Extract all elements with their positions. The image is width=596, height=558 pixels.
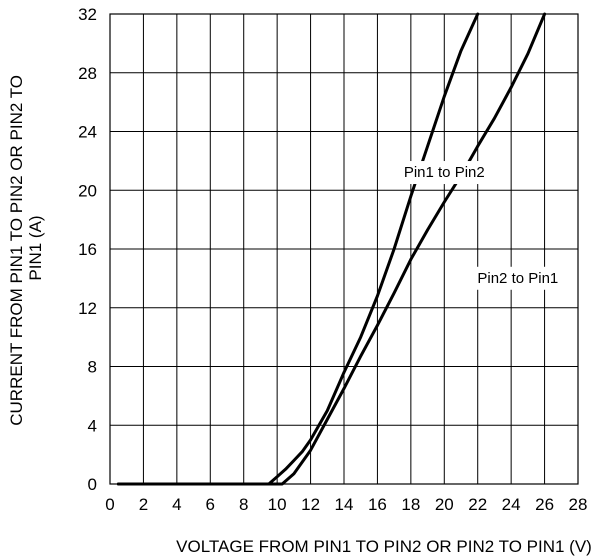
series-layer bbox=[116, 12, 547, 486]
x-tick-label: 14 bbox=[335, 495, 354, 514]
x-tick-label: 8 bbox=[239, 495, 248, 514]
y-tick-label: 20 bbox=[78, 181, 97, 200]
y-axis-title-line-2: PIN1 (A) bbox=[26, 215, 45, 280]
y-tick-label: 12 bbox=[78, 299, 97, 318]
x-tick-label: 16 bbox=[368, 495, 387, 514]
y-tick-label: 4 bbox=[88, 416, 97, 435]
annotation-1: Pin1 to Pin2 bbox=[404, 164, 485, 181]
x-tick-label: 0 bbox=[105, 495, 114, 514]
y-tick-label: 16 bbox=[78, 240, 97, 259]
series-line-1 bbox=[116, 12, 480, 486]
y-tick-label: 0 bbox=[88, 475, 97, 494]
x-tick-label: 26 bbox=[535, 495, 554, 514]
y-tick-label: 8 bbox=[88, 358, 97, 377]
y-axis-title-line-1: CURRENT FROM PIN1 TO PIN2 OR PIN2 TO bbox=[7, 75, 26, 426]
x-tick-label: 2 bbox=[139, 495, 148, 514]
y-tick-labels: 0 4 8 12 16 20 24 28 32 bbox=[78, 5, 97, 494]
x-tick-label: 4 bbox=[172, 495, 181, 514]
x-tick-label: 12 bbox=[301, 495, 320, 514]
y-tick-label: 32 bbox=[78, 5, 97, 24]
y-axis-title: CURRENT FROM PIN1 TO PIN2 OR PIN2 TO PIN… bbox=[7, 70, 45, 426]
annotations: Pin1 to Pin2 Pin2 to Pin1 bbox=[398, 161, 564, 290]
annotation-background bbox=[472, 266, 564, 290]
x-tick-label: 18 bbox=[401, 495, 420, 514]
x-tick-label: 24 bbox=[502, 495, 521, 514]
x-tick-label: 22 bbox=[468, 495, 487, 514]
x-tick-labels: 0 2 4 6 8 10 12 14 16 18 20 22 24 26 28 bbox=[105, 495, 587, 514]
grid bbox=[109, 13, 579, 485]
plot-frame bbox=[109, 13, 579, 485]
x-tick-label: 10 bbox=[268, 495, 287, 514]
x-tick-label: 20 bbox=[435, 495, 454, 514]
annotation-background bbox=[398, 161, 490, 185]
y-tick-label: 24 bbox=[78, 123, 97, 142]
x-tick-label: 28 bbox=[569, 495, 588, 514]
x-tick-label: 6 bbox=[206, 495, 215, 514]
annotation-2: Pin2 to Pin1 bbox=[477, 270, 558, 287]
y-tick-label: 28 bbox=[78, 64, 97, 83]
x-axis-title: VOLTAGE FROM PIN1 TO PIN2 OR PIN2 TO PIN… bbox=[176, 537, 592, 556]
series-line-2 bbox=[116, 12, 547, 486]
